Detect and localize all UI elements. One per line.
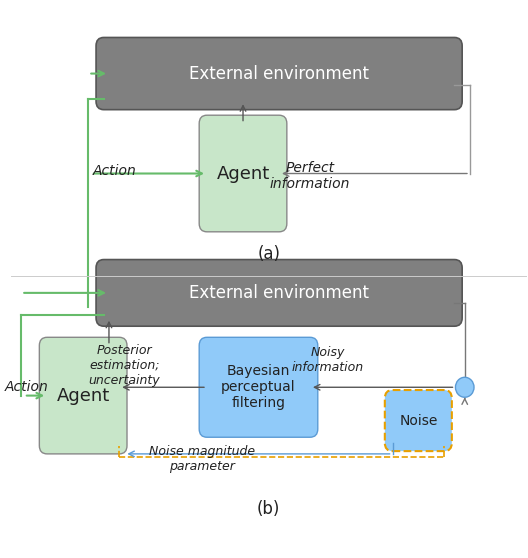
FancyBboxPatch shape xyxy=(385,390,452,451)
Text: Noisy
information: Noisy information xyxy=(292,345,364,373)
FancyBboxPatch shape xyxy=(199,115,287,232)
Circle shape xyxy=(456,377,474,397)
FancyBboxPatch shape xyxy=(40,337,127,454)
Text: Noise magnitude
parameter: Noise magnitude parameter xyxy=(149,445,255,473)
Text: External environment: External environment xyxy=(189,65,369,83)
FancyBboxPatch shape xyxy=(199,337,318,437)
Text: Bayesian
perceptual
filtering: Bayesian perceptual filtering xyxy=(221,364,296,411)
Text: External environment: External environment xyxy=(189,284,369,302)
Text: (b): (b) xyxy=(257,501,280,518)
Text: Noise: Noise xyxy=(399,413,438,427)
Text: Perfect
information: Perfect information xyxy=(270,161,350,191)
Text: Posterior
estimation;
uncertainty: Posterior estimation; uncertainty xyxy=(89,344,160,387)
Text: Action: Action xyxy=(92,163,136,178)
FancyBboxPatch shape xyxy=(96,37,462,110)
FancyBboxPatch shape xyxy=(96,259,462,326)
Text: Action: Action xyxy=(5,380,49,395)
Text: Agent: Agent xyxy=(56,387,110,405)
Text: Agent: Agent xyxy=(216,165,270,182)
Text: (a): (a) xyxy=(257,245,280,263)
